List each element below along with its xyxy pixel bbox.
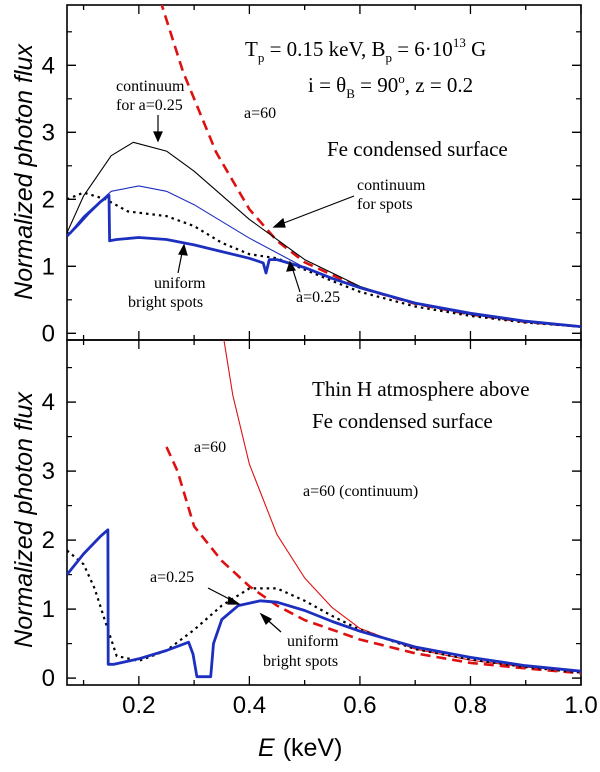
top-annotation-arrows <box>153 115 355 293</box>
top-continuum-a025-line2: for a=0.25 <box>116 97 183 114</box>
angle-degree: o <box>398 71 405 86</box>
bottom-series-a-60-continuum- <box>223 340 581 672</box>
bottom-y-tick-label: 4 <box>42 389 55 416</box>
top-y-tick-label: 1 <box>42 253 55 280</box>
bottom-title-line1: Thin H atmosphere above <box>312 377 530 401</box>
arrow-continuum-spots-head <box>272 217 286 228</box>
top-params-line2: i = θB = 90o, z = 0.2 <box>308 71 473 101</box>
x-axis-label-unit: (keV) <box>283 734 343 762</box>
arrow-uniform-top-head <box>178 243 188 256</box>
redshift-value: , z = 0.2 <box>405 73 473 97</box>
top-series-a-0-25 <box>67 191 581 328</box>
bp-subscript: p <box>385 50 392 65</box>
bottom-a60-continuum-label: a=60 (continuum) <box>303 483 418 500</box>
top-panel-curves <box>67 5 581 328</box>
bottom-panel-frame <box>66 339 582 686</box>
angle-value: = 90 <box>355 73 398 97</box>
arrow-a025-top-head <box>286 260 297 272</box>
top-y-tick-label: 4 <box>42 52 55 79</box>
bottom-a60-label: a=60 <box>194 439 226 456</box>
top-y-axis-label: Normalized photon flux <box>10 43 38 300</box>
top-uniform-line2: bright spots <box>128 294 203 311</box>
bottom-y-tick-label: 3 <box>42 458 55 485</box>
arrow-continuum-a025-head <box>153 131 163 143</box>
bottom-a025-label: a=0.25 <box>150 569 194 586</box>
tp-value: = 0.15 keV, B <box>264 37 385 61</box>
arrow-uniform-bottom-head <box>259 612 273 626</box>
top-series-uniform-bright-spots <box>67 193 581 328</box>
bp-exponent: 13 <box>453 35 466 50</box>
bottom-y-tick-label: 2 <box>42 527 55 554</box>
top-y-tick-label: 0 <box>42 320 55 347</box>
top-a60-label: a=60 <box>244 105 276 122</box>
angle-symbol: i = θ <box>308 73 346 97</box>
bottom-y-tick-label: 0 <box>42 665 55 692</box>
top-params-line1: Tp = 0.15 keV, Bp = 6·1013 G <box>245 35 486 65</box>
top-y-tick-label: 3 <box>42 119 55 146</box>
top-y-tick-label: 2 <box>42 186 55 213</box>
bottom-x-tick-label: 0.8 <box>454 692 487 719</box>
bottom-uniform-line1: uniform <box>287 633 339 650</box>
arrow-continuum-spots <box>275 195 355 227</box>
bottom-series-uniform-bright-spots <box>67 528 581 679</box>
bottom-series-a-60 <box>165 446 581 675</box>
bottom-panel-curves <box>67 340 581 679</box>
bp-value: = 6·10 <box>392 37 453 61</box>
tp-subscript: p <box>258 50 265 65</box>
top-continuum-spots-line2: for spots <box>357 196 413 213</box>
tp-symbol: T <box>245 37 258 61</box>
bottom-x-tick-label: 0.2 <box>122 692 155 719</box>
arrow-a025-bottom-head <box>227 595 241 605</box>
bottom-title-line2: Fe condensed surface <box>312 409 493 433</box>
bottom-x-tick-label: 0.4 <box>233 692 266 719</box>
bottom-y-axis-label: Normalized photon flux <box>10 391 38 648</box>
bottom-axis-ticks: 0 1 2 3 4 0.2 0.4 0.6 0.8 1.0 <box>42 340 598 719</box>
top-continuum-spots-line1: continuum <box>357 177 426 194</box>
x-axis-label-symbol: E <box>258 734 275 762</box>
bottom-annotation-arrows <box>207 587 282 633</box>
bottom-uniform-line2: bright spots <box>263 653 338 670</box>
top-uniform-line1: uniform <box>154 275 206 292</box>
bottom-x-tick-label: 1.0 <box>564 692 597 719</box>
bottom-x-tick-label: 0.6 <box>343 692 376 719</box>
top-a025-label: a=0.25 <box>296 289 340 306</box>
angle-subscript: B <box>346 86 355 101</box>
bottom-series-a-0-25 <box>67 549 581 674</box>
top-continuum-a025-line1: continuum <box>116 78 185 95</box>
x-axis-label: E (keV) <box>258 734 342 762</box>
bottom-y-tick-label: 1 <box>42 596 55 623</box>
bp-unit: G <box>466 37 486 61</box>
top-surface-label: Fe condensed surface <box>327 137 508 161</box>
